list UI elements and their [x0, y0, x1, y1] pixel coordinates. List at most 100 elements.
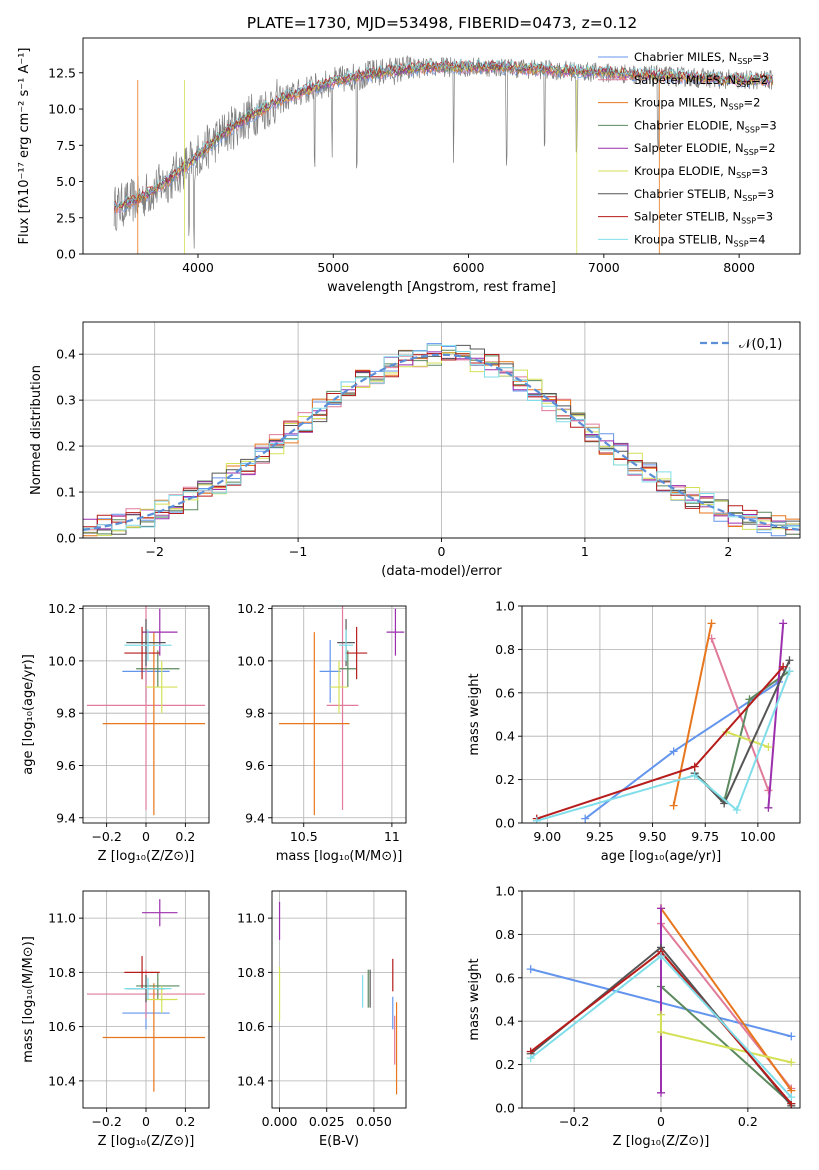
y-tick-label: 9.6	[245, 758, 265, 773]
x-tick-label: 9.00	[533, 829, 561, 844]
legend-subscript: SSP	[741, 217, 756, 226]
legend-suffix: =3	[751, 164, 768, 178]
residual-histogram-panel: −2 −1 0 1 2 0.0 0.1 0.2 0.3 0.4 (data-model)/error…	[29, 321, 801, 579]
x-tick-label: 0.025	[309, 1114, 345, 1129]
y-axis-label: Normed distribution	[29, 365, 44, 495]
weight-marker	[669, 747, 678, 756]
x-tick-label: 0.2	[175, 829, 195, 844]
weight-marker	[787, 1093, 796, 1102]
weight-series-line	[767, 623, 785, 808]
figure-title: PLATE=1730, MJD=53498, FIBERID=0473, z=0…	[247, 14, 637, 32]
y-tick-label: 7.5	[56, 138, 76, 153]
x-tick-label: 7000	[588, 260, 620, 275]
weight-marker	[745, 695, 754, 704]
spectrum-panel: 4000 5000 6000 7000 8000 0.0 2.5 5.0 7.5 10.0 12.5…	[17, 37, 801, 295]
legend-suffix: =2	[759, 141, 776, 155]
weight-vs-metallicity-panel: −0.2 0 0.2 0.0 0.2 0.4 0.6 0.8 1.0 Z [log₁₀(Z/Z⊙)…	[467, 884, 801, 1149]
y-tick-label: 11.0	[237, 911, 265, 926]
weight-marker	[581, 814, 590, 823]
axes-frame	[82, 37, 801, 255]
y-tick-label: 9.4	[245, 810, 265, 825]
x-axis-label: age [log₁₀(age/yr)]	[601, 849, 722, 864]
model-spectrum-line	[113, 59, 774, 209]
legend-suffix: =2	[751, 73, 768, 87]
weight-marker	[779, 619, 788, 628]
y-tick-label: 0.6	[495, 685, 515, 700]
x-tick-label: 11	[384, 829, 400, 844]
weight-marker	[657, 904, 665, 913]
weight-marker	[690, 771, 699, 780]
y-tick-label: 0.4	[495, 729, 515, 744]
legend-entry: Chabrier ELODIE, NSSP=3	[634, 118, 777, 134]
age-vs-mass-panel: 10.5 11 9.4 9.6 9.8 10.0 10.2 mass [log₁₀(M/M⊙)…	[237, 601, 407, 864]
legend-suffix: =2	[744, 96, 761, 110]
legend-entry: Kroupa ELODIE, NSSP=3	[634, 164, 768, 180]
weight-marker	[785, 656, 794, 665]
x-tick-label: 0	[438, 544, 446, 559]
legend-entry: Salpeter STELIB, NSSP=3	[634, 210, 773, 226]
y-tick-label: 0.0	[56, 531, 76, 546]
weight-series-line	[672, 623, 713, 806]
weight-marker	[779, 662, 788, 671]
x-tick-label: 6000	[453, 260, 485, 275]
y-axis-label: Flux [fλ10⁻¹⁷ erg cm⁻² s⁻¹ A⁻¹]	[17, 48, 32, 245]
y-tick-label: 0.4	[56, 347, 76, 362]
plot-area	[532, 619, 794, 823]
legend-entry: Chabrier MILES, NSSP=3	[634, 50, 769, 66]
x-tick-label: 0.2	[175, 1114, 195, 1129]
weight-marker	[787, 1058, 796, 1067]
x-axis-label: Z [log₁₀(Z/Z⊙)]	[98, 849, 195, 864]
y-tick-label: 1.0	[495, 599, 515, 614]
x-tick-label: −0.2	[91, 1114, 121, 1129]
weight-marker	[707, 619, 716, 628]
y-axis-label: age [log₁₀(age/yr)]	[21, 654, 36, 775]
x-tick-label: 4000	[182, 260, 214, 275]
weight-marker	[732, 805, 741, 814]
x-tick-label: 0.000	[262, 1114, 298, 1129]
legend-subscript: SSP	[736, 80, 751, 89]
y-tick-label: 10.0	[48, 653, 76, 668]
y-axis-label: mass weight	[467, 958, 482, 1040]
x-tick-label: 10.00	[740, 829, 776, 844]
y-tick-label: 10.2	[237, 601, 265, 616]
legend-subscript: SSP	[745, 125, 760, 134]
y-tick-label: 0.0	[495, 1101, 515, 1116]
plot-area	[278, 901, 398, 1095]
legend-subscript: SSP	[744, 148, 759, 157]
y-tick-label: 9.8	[245, 706, 265, 721]
plot-area	[279, 606, 405, 816]
legend-entry: 𝒩(0,1)	[739, 337, 782, 352]
weight-marker	[526, 1054, 535, 1063]
y-tick-label: 2.5	[56, 210, 76, 225]
x-tick-label: 9.75	[691, 829, 719, 844]
x-tick-label: −0.2	[91, 829, 121, 844]
legend-entry: Salpeter MILES, NSSP=2	[634, 73, 768, 89]
axes-frame	[271, 890, 407, 1109]
y-tick-label: 0.2	[56, 439, 76, 454]
y-tick-label: 0.0	[56, 247, 76, 262]
x-tick-label: 0.050	[356, 1114, 392, 1129]
legend-subscript: SSP	[734, 239, 749, 248]
y-tick-label: 9.8	[56, 706, 76, 721]
y-tick-label: 10.6	[237, 1019, 265, 1034]
x-axis-label: E(B-V)	[319, 1134, 359, 1149]
x-tick-label: 0.2	[738, 1114, 758, 1129]
legend-subscript: SSP	[729, 103, 744, 112]
x-tick-label: 0	[142, 829, 150, 844]
age-vs-metallicity-panel: −0.2 0 0.2 9.4 9.6 9.8 10.0 10.2 Z [log₁₀(Z/Z⊙)]…	[21, 601, 210, 864]
plot-area	[113, 55, 774, 254]
normal-reference-curve	[83, 353, 800, 531]
y-axis-label: mass [log₁₀(M/M⊙)]	[21, 936, 36, 1063]
weight-marker	[657, 1088, 665, 1097]
mass-vs-ebv-panel: 0.000 0.025 0.050 10.4 10.6 10.8 11.0 E(B-V)	[237, 890, 407, 1149]
legend-subscript: SSP	[736, 171, 751, 180]
y-tick-label: 1.0	[495, 884, 515, 899]
legend-entry: Chabrier STELIB, NSSP=3	[634, 187, 774, 203]
x-tick-label: 0	[657, 1114, 665, 1129]
x-tick-label: 10.5	[290, 829, 318, 844]
histogram-series	[83, 344, 800, 531]
weight-series-line	[536, 670, 791, 822]
x-axis-label: wavelength [Angstrom, rest frame]	[327, 280, 556, 295]
y-tick-label: 0.8	[495, 642, 515, 657]
